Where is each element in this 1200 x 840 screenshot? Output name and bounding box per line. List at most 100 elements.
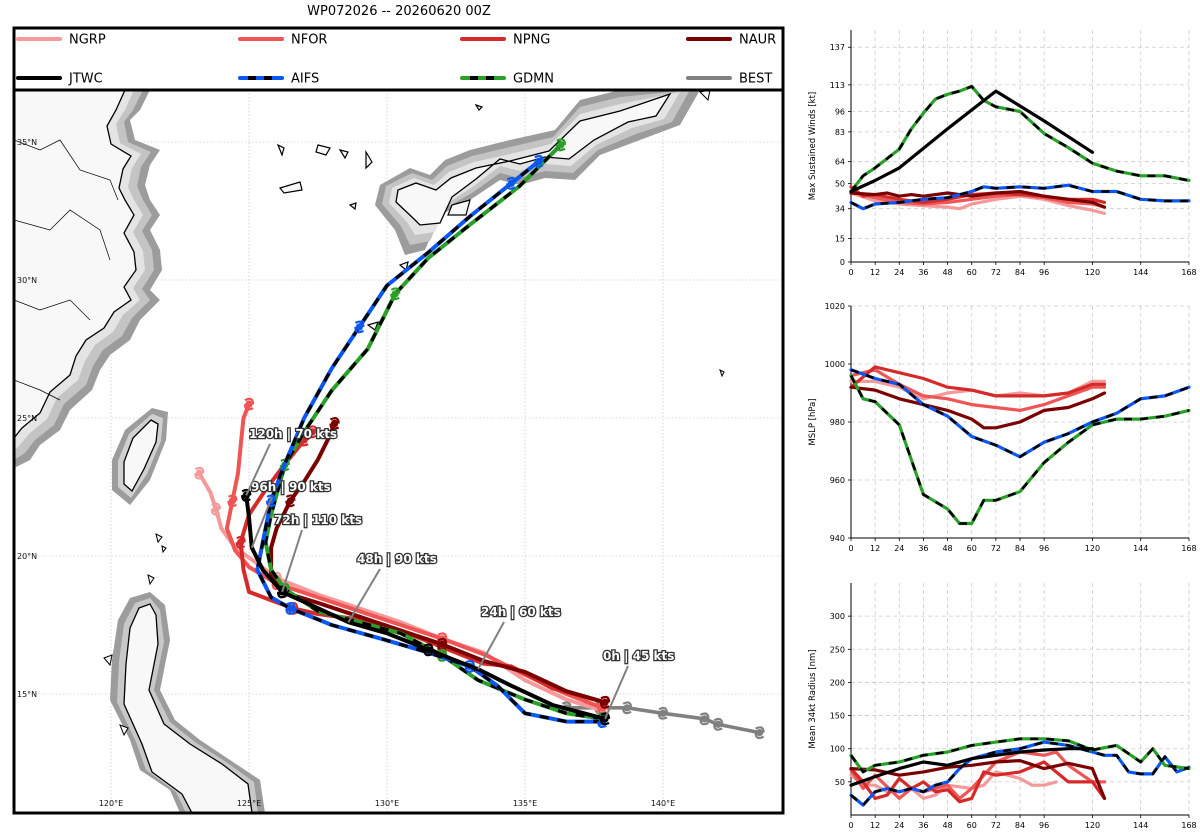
legend-entry-gdmn: GDMN xyxy=(460,72,554,87)
series-npng xyxy=(849,760,1107,804)
legend-entry-ngrp: NGRP xyxy=(16,33,106,48)
y-tick-label: 250 xyxy=(830,645,845,654)
intensity-annotation: 72h | 110 kts xyxy=(273,512,363,593)
intensity-annotation: 96h | 90 kts xyxy=(250,479,332,549)
legend-label: NPNG xyxy=(513,33,550,48)
storm-symbol-aifs xyxy=(354,320,365,334)
y-tick-label: 200 xyxy=(830,678,845,687)
x-tick-label: 84 xyxy=(1015,268,1025,277)
y-tick-label: 83 xyxy=(835,128,845,137)
storm-symbol-best xyxy=(754,726,765,740)
intensity-annotation: 120h | 70 kts xyxy=(245,426,338,496)
intensity-annotation: 0h | 45 kts xyxy=(602,648,676,720)
intensity-annotations: 0h | 45 kts 24h | 60 kts 48h | 90 kts 72h |… xyxy=(245,426,676,720)
x-tick-label: 36 xyxy=(918,268,928,277)
x-tick-label: 60 xyxy=(967,268,977,277)
storm-symbol-naur xyxy=(285,494,296,508)
legend-label: JTWC xyxy=(68,72,103,87)
y-tick-label: 100 xyxy=(830,745,845,754)
x-tick-label: 120 xyxy=(1085,821,1100,830)
lon-label: 125°E xyxy=(237,799,261,808)
intensity-annotation: 48h | 90 kts xyxy=(347,551,438,623)
lat-label: 25°N xyxy=(17,414,37,423)
storm-symbol-jtwc xyxy=(423,643,434,657)
annotation-label: 72h | 110 kts xyxy=(274,513,362,527)
series-nfor xyxy=(849,750,1107,801)
y-tick-label: 300 xyxy=(830,612,845,621)
landmass-taiwan xyxy=(112,408,168,505)
y-tick-label: 137 xyxy=(830,43,845,52)
series-jtwc xyxy=(849,747,1095,787)
lon-label: 135°E xyxy=(513,799,537,808)
x-tick-label: 144 xyxy=(1133,268,1148,277)
storm-symbol-aifs xyxy=(285,602,296,615)
storm-symbol-aifs xyxy=(506,176,517,190)
lon-label: 120°E xyxy=(99,799,123,808)
series-gdmn xyxy=(849,737,1191,774)
lat-label: 15°N xyxy=(17,690,37,699)
x-tick-label: 168 xyxy=(1181,821,1196,830)
y-tick-label: 50 xyxy=(835,180,845,189)
storm-symbol-nfor xyxy=(243,397,255,411)
x-tick-label: 96 xyxy=(1039,821,1049,830)
storm-symbol-best xyxy=(699,712,710,726)
legend-label: NAUR xyxy=(739,33,776,48)
landmass-china xyxy=(14,90,162,468)
x-tick-label: 24 xyxy=(894,544,904,553)
legend-label: BEST xyxy=(739,72,772,87)
lat-label: 30°N xyxy=(17,276,37,285)
series-gdmn xyxy=(849,374,1191,526)
legend-entry-npng: NPNG xyxy=(460,33,550,48)
lon-label: 130°E xyxy=(375,799,399,808)
x-tick-label: 48 xyxy=(942,544,952,553)
panel-1: 0 15 34 50 64 83 96 113 137 0 12 24 36 48 60 72 84 96 120 1… xyxy=(808,30,1197,277)
y-tick-label: 150 xyxy=(830,712,845,721)
x-tick-label: 12 xyxy=(870,544,880,553)
y-tick-label: 0 xyxy=(840,258,845,267)
lon-label: 140°E xyxy=(651,799,675,808)
x-tick-label: 168 xyxy=(1181,268,1196,277)
y-tick-label: 980 xyxy=(830,418,845,427)
figure-title: WP072026 -- 20260620 00Z xyxy=(307,4,491,19)
y-tick-label: 34 xyxy=(835,205,845,214)
x-tick-label: 0 xyxy=(848,821,853,830)
storm-symbol-nfor xyxy=(227,494,238,508)
x-tick-label: 60 xyxy=(967,544,977,553)
y-tick-label: 15 xyxy=(835,234,845,243)
legend-label: AIFS xyxy=(291,72,319,87)
x-tick-label: 0 xyxy=(848,544,853,553)
panel-3: 50 100 150 200 250 300 0 12 24 36 48 60 72 84 96 120 144… xyxy=(808,583,1197,830)
storm-symbol-best xyxy=(713,717,724,731)
legend-entry-aifs: AIFS xyxy=(238,72,319,87)
x-tick-label: 12 xyxy=(870,821,880,830)
panel-2: 940 960 980 1000 1020 0 12 24 36 48 60 72 84 96 120 144… xyxy=(808,302,1197,553)
y-axis-label: MSLP [hPa] xyxy=(808,398,818,445)
y-tick-label: 96 xyxy=(835,108,845,117)
legend-label: NGRP xyxy=(69,33,106,48)
x-tick-label: 144 xyxy=(1133,821,1148,830)
storm-symbol-aifs xyxy=(533,154,544,168)
series-naur xyxy=(849,758,1107,801)
storm-symbol-gdmn xyxy=(390,287,401,301)
x-tick-label: 120 xyxy=(1085,544,1100,553)
y-tick-label: 940 xyxy=(830,534,845,543)
x-tick-label: 48 xyxy=(942,821,952,830)
storm-symbol-gdmn xyxy=(555,138,566,152)
legend-entry-nfor: NFOR xyxy=(238,33,327,48)
series-gdmn xyxy=(849,84,1191,194)
legend-label: NFOR xyxy=(291,33,327,48)
storm-symbol-best xyxy=(657,706,669,720)
annotation-label: 120h | 70 kts xyxy=(249,427,337,441)
lat-label: 35°N xyxy=(17,138,37,147)
x-tick-label: 36 xyxy=(918,821,928,830)
y-tick-label: 113 xyxy=(830,81,845,90)
x-tick-label: 96 xyxy=(1039,268,1049,277)
y-tick-label: 50 xyxy=(835,778,845,787)
series-naur xyxy=(849,385,1107,430)
intensity-annotation: 24h | 60 kts xyxy=(477,604,562,670)
x-tick-label: 96 xyxy=(1039,544,1049,553)
y-tick-label: 1020 xyxy=(825,302,845,311)
x-tick-label: 84 xyxy=(1015,544,1025,553)
y-axis-label: Max Sustained Winds [kt] xyxy=(808,92,818,200)
